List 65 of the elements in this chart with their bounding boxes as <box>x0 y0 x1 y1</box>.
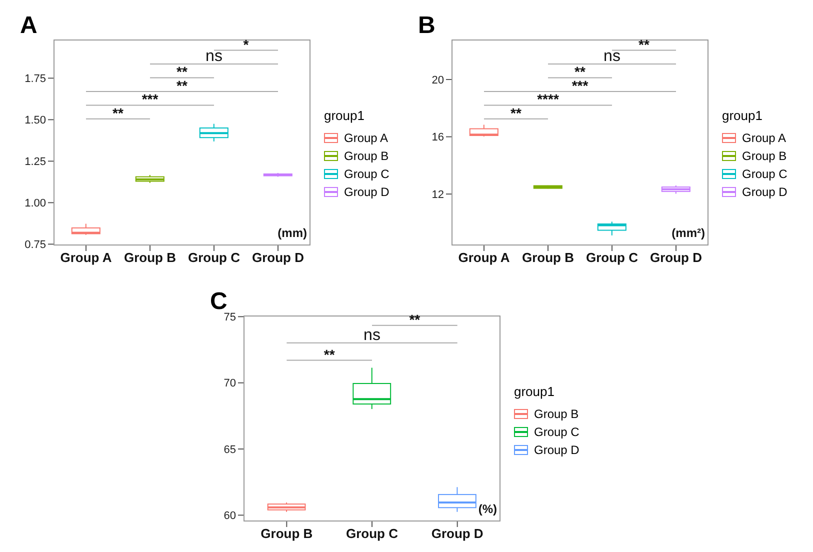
legend-label: Group A <box>344 131 388 145</box>
y-tick-label: 20 <box>432 74 444 86</box>
annotation: ns <box>364 326 380 344</box>
significance-bracket: *** <box>86 91 214 108</box>
annotation: ** <box>510 104 522 121</box>
x-tick-label: Group A <box>60 250 112 266</box>
y-tick-label: 60 <box>224 510 236 522</box>
x-tick-label: Group D <box>252 250 304 266</box>
y-tick-label: 65 <box>224 444 236 456</box>
legend-title: group1 <box>514 384 556 399</box>
annotation: ** <box>176 64 188 80</box>
y-tick-label: 16 <box>432 132 444 144</box>
significance-bracket: ** <box>150 64 214 80</box>
annotation: **** <box>537 91 560 108</box>
y-tick-label: 12 <box>432 188 444 201</box>
legend-label: Group D <box>344 185 390 199</box>
x-tick-label: Group B <box>124 250 176 266</box>
significance-bracket: ** <box>86 104 150 121</box>
legend-title: group1 <box>324 108 366 123</box>
x-tick-label: Group A <box>458 250 510 266</box>
significance-bracket: ** <box>548 64 612 80</box>
annotation: (%) <box>478 502 497 516</box>
legend-label: Group B <box>742 149 787 163</box>
x-tick-label: Group C <box>586 250 639 266</box>
legend-label: Group A <box>742 131 786 145</box>
significance-bracket: ** <box>86 77 278 94</box>
x-tick-label: Group B <box>260 526 313 542</box>
y-tick-label: 1.50 <box>24 114 46 127</box>
significance-bracket: *** <box>484 77 676 94</box>
x-tick-label: Group B <box>522 250 574 266</box>
legend-label: Group B <box>534 407 579 421</box>
annotation: (mm) <box>278 226 307 240</box>
legend-title: group1 <box>722 108 764 123</box>
y-tick-label: 1.25 <box>24 156 46 168</box>
annotation: ** <box>574 64 586 80</box>
annotation: *** <box>572 77 589 94</box>
legend-label: Group C <box>534 425 580 439</box>
significance-bracket: **** <box>484 91 612 108</box>
x-tick-label: Group D <box>431 526 484 542</box>
annotation: ** <box>176 77 188 94</box>
annotation: ** <box>112 104 124 121</box>
annotation: ** <box>409 311 421 328</box>
significance-bracket: ** <box>372 311 458 328</box>
significance-bracket: ** <box>484 104 548 121</box>
y-tick-label: 1.75 <box>24 73 46 86</box>
legend-label: Group C <box>344 167 390 181</box>
x-tick-label: Group C <box>346 526 399 542</box>
annotation: (mm²) <box>672 226 706 240</box>
y-tick-label: 70 <box>224 378 236 390</box>
legend-label: Group C <box>742 167 788 181</box>
y-tick-label: 0.75 <box>24 239 46 252</box>
legend-label: Group D <box>534 443 580 457</box>
legend-label: Group D <box>742 185 788 199</box>
y-tick-label: 1.00 <box>24 198 46 210</box>
x-tick-label: Group D <box>650 250 702 266</box>
significance-bracket: ns <box>286 326 458 344</box>
annotation: ** <box>324 346 336 362</box>
x-tick-label: Group C <box>188 250 241 266</box>
significance-bracket: ** <box>286 346 372 362</box>
chart-title: A <box>20 12 38 40</box>
annotation: *** <box>142 91 159 108</box>
chart-title: B <box>418 12 436 40</box>
legend-label: Group B <box>344 149 389 163</box>
significance-bracket: ns <box>150 48 278 65</box>
significance-bracket: ns <box>548 48 676 65</box>
